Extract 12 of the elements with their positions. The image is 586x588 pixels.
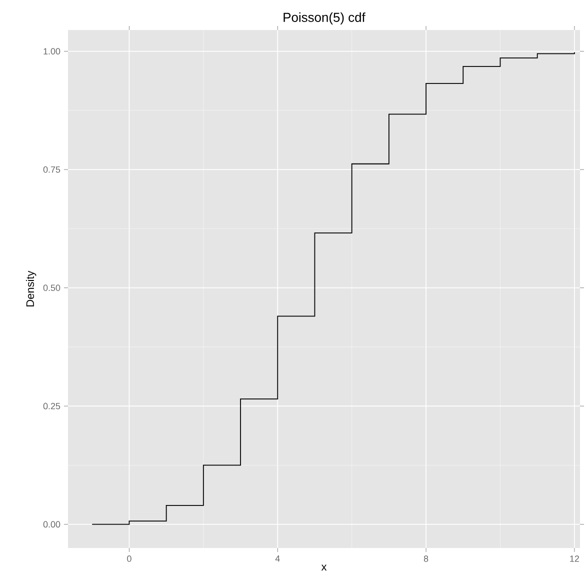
y-tick-label: 0.75 — [43, 166, 60, 173]
chart-title: Poisson(5) cdf — [284, 12, 366, 24]
y-tick-label: 0.00 — [43, 521, 60, 528]
y-tick-label: 0.50 — [43, 284, 60, 291]
y-tick-label: 0.25 — [43, 402, 60, 410]
y-tick-label: 1.00 — [44, 48, 60, 54]
x-tick-label: 4 — [275, 556, 280, 562]
x-tick-label: 8 — [424, 556, 428, 562]
y-axis-title: Density — [26, 270, 36, 306]
x-axis-title: x — [321, 564, 327, 570]
x-tick-label: 12 — [570, 556, 579, 562]
x-tick-label: 0 — [127, 556, 132, 562]
